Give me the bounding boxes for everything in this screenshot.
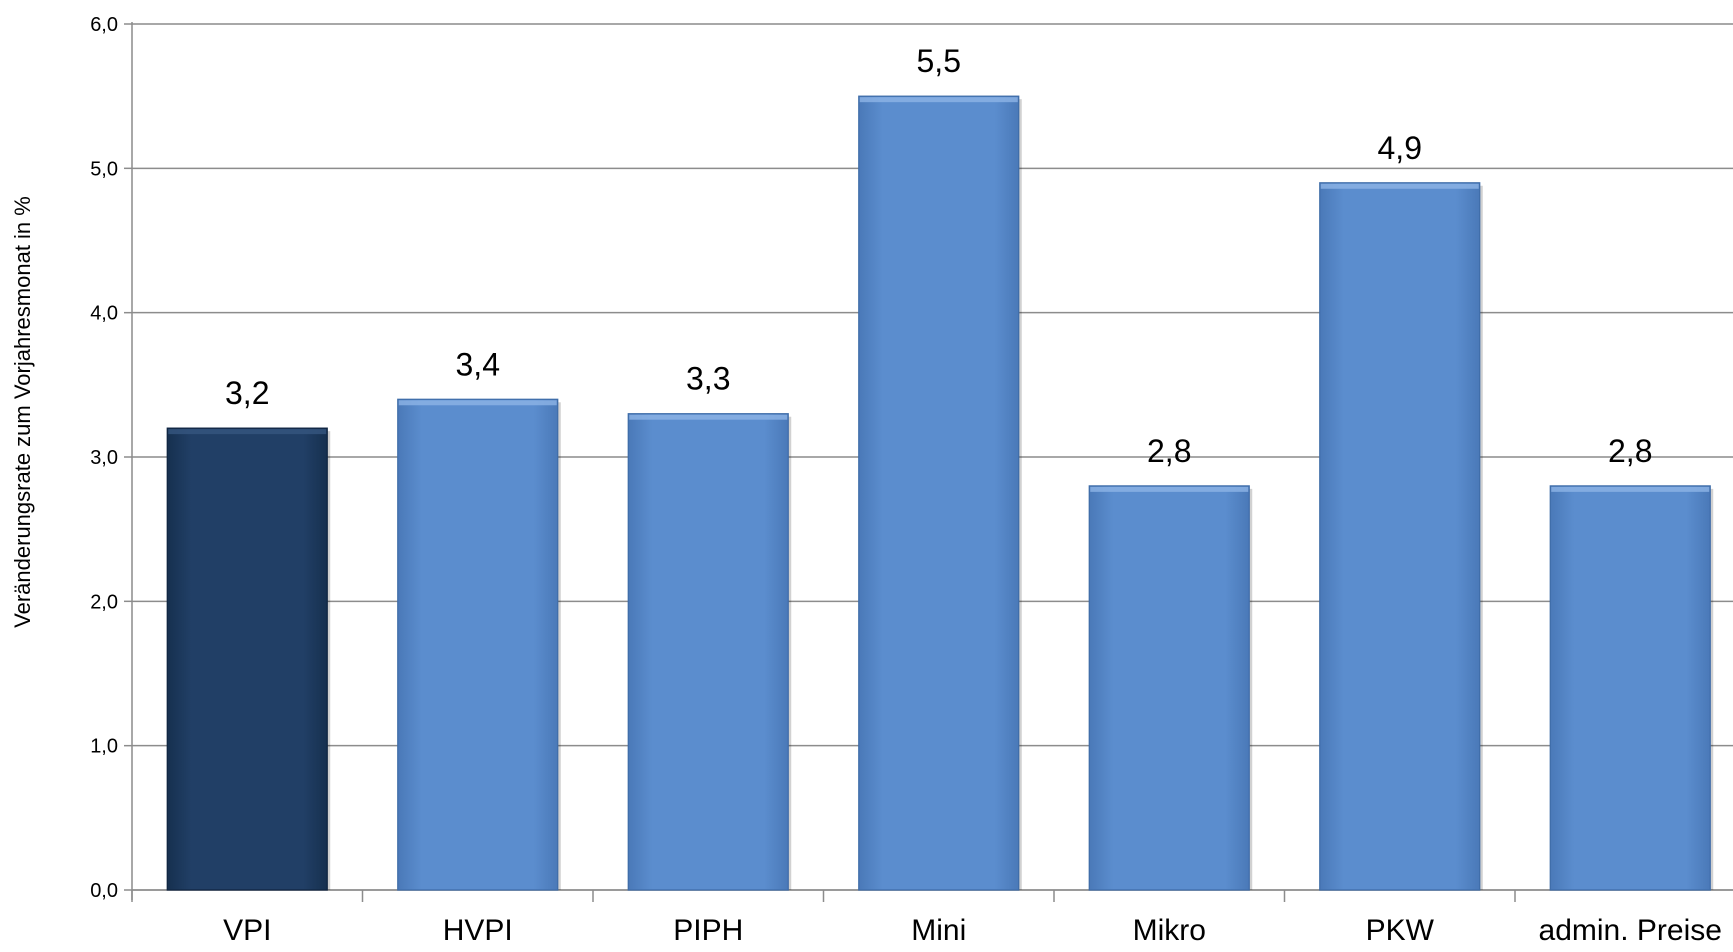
- x-category-label: PKW: [1366, 914, 1435, 947]
- bar-piph: [627, 413, 789, 891]
- x-category-label: HVPI: [443, 914, 513, 947]
- bar-mikro: [1088, 485, 1250, 891]
- bar-top-highlight: [1551, 486, 1710, 492]
- bar-top-highlight: [1320, 183, 1479, 189]
- y-tick-label: 6,0: [90, 14, 118, 36]
- y-tick-label: 4,0: [90, 303, 118, 325]
- data-label: 2,8: [1147, 433, 1191, 469]
- bar-top-highlight: [398, 400, 557, 406]
- bar-mini: [858, 95, 1020, 891]
- x-category-label: PIPH: [673, 914, 743, 947]
- data-label: 3,3: [686, 361, 730, 397]
- y-tick-label: 5,0: [90, 158, 118, 180]
- data-label: 3,4: [456, 346, 500, 382]
- bars: [166, 95, 1714, 891]
- data-label: 2,8: [1608, 433, 1652, 469]
- bar-pkw: [1319, 182, 1481, 891]
- bar-top-highlight: [1090, 486, 1249, 492]
- x-category-label: VPI: [223, 914, 271, 947]
- data-label: 5,5: [917, 43, 961, 79]
- bar-top-highlight: [168, 429, 327, 435]
- y-tick-label: 3,0: [90, 447, 118, 469]
- y-tick-label: 1,0: [90, 736, 118, 758]
- y-axis-title: Veränderungsrate zum Vorjahresmonat in %: [10, 196, 35, 628]
- bar-admin-preise: [1549, 485, 1711, 891]
- bar-top-highlight: [859, 97, 1018, 103]
- x-category-label: Mikro: [1133, 914, 1206, 947]
- bar-vpi: [166, 427, 328, 891]
- x-category-label: Mini: [911, 914, 966, 947]
- y-tick-label: 2,0: [90, 591, 118, 613]
- bar-hvpi: [397, 398, 559, 891]
- data-label: 3,2: [225, 375, 269, 411]
- bar-top-highlight: [629, 414, 788, 420]
- data-label: 4,9: [1378, 130, 1422, 166]
- x-category-label: admin. Preise: [1539, 914, 1722, 947]
- y-tick-label: 0,0: [90, 880, 118, 902]
- labels: 0,0 1,0 2,0 3,0 4,0 5,0 6,0 3,2 VPI 3,4 HVPI 3,3 PIP…: [90, 14, 1722, 947]
